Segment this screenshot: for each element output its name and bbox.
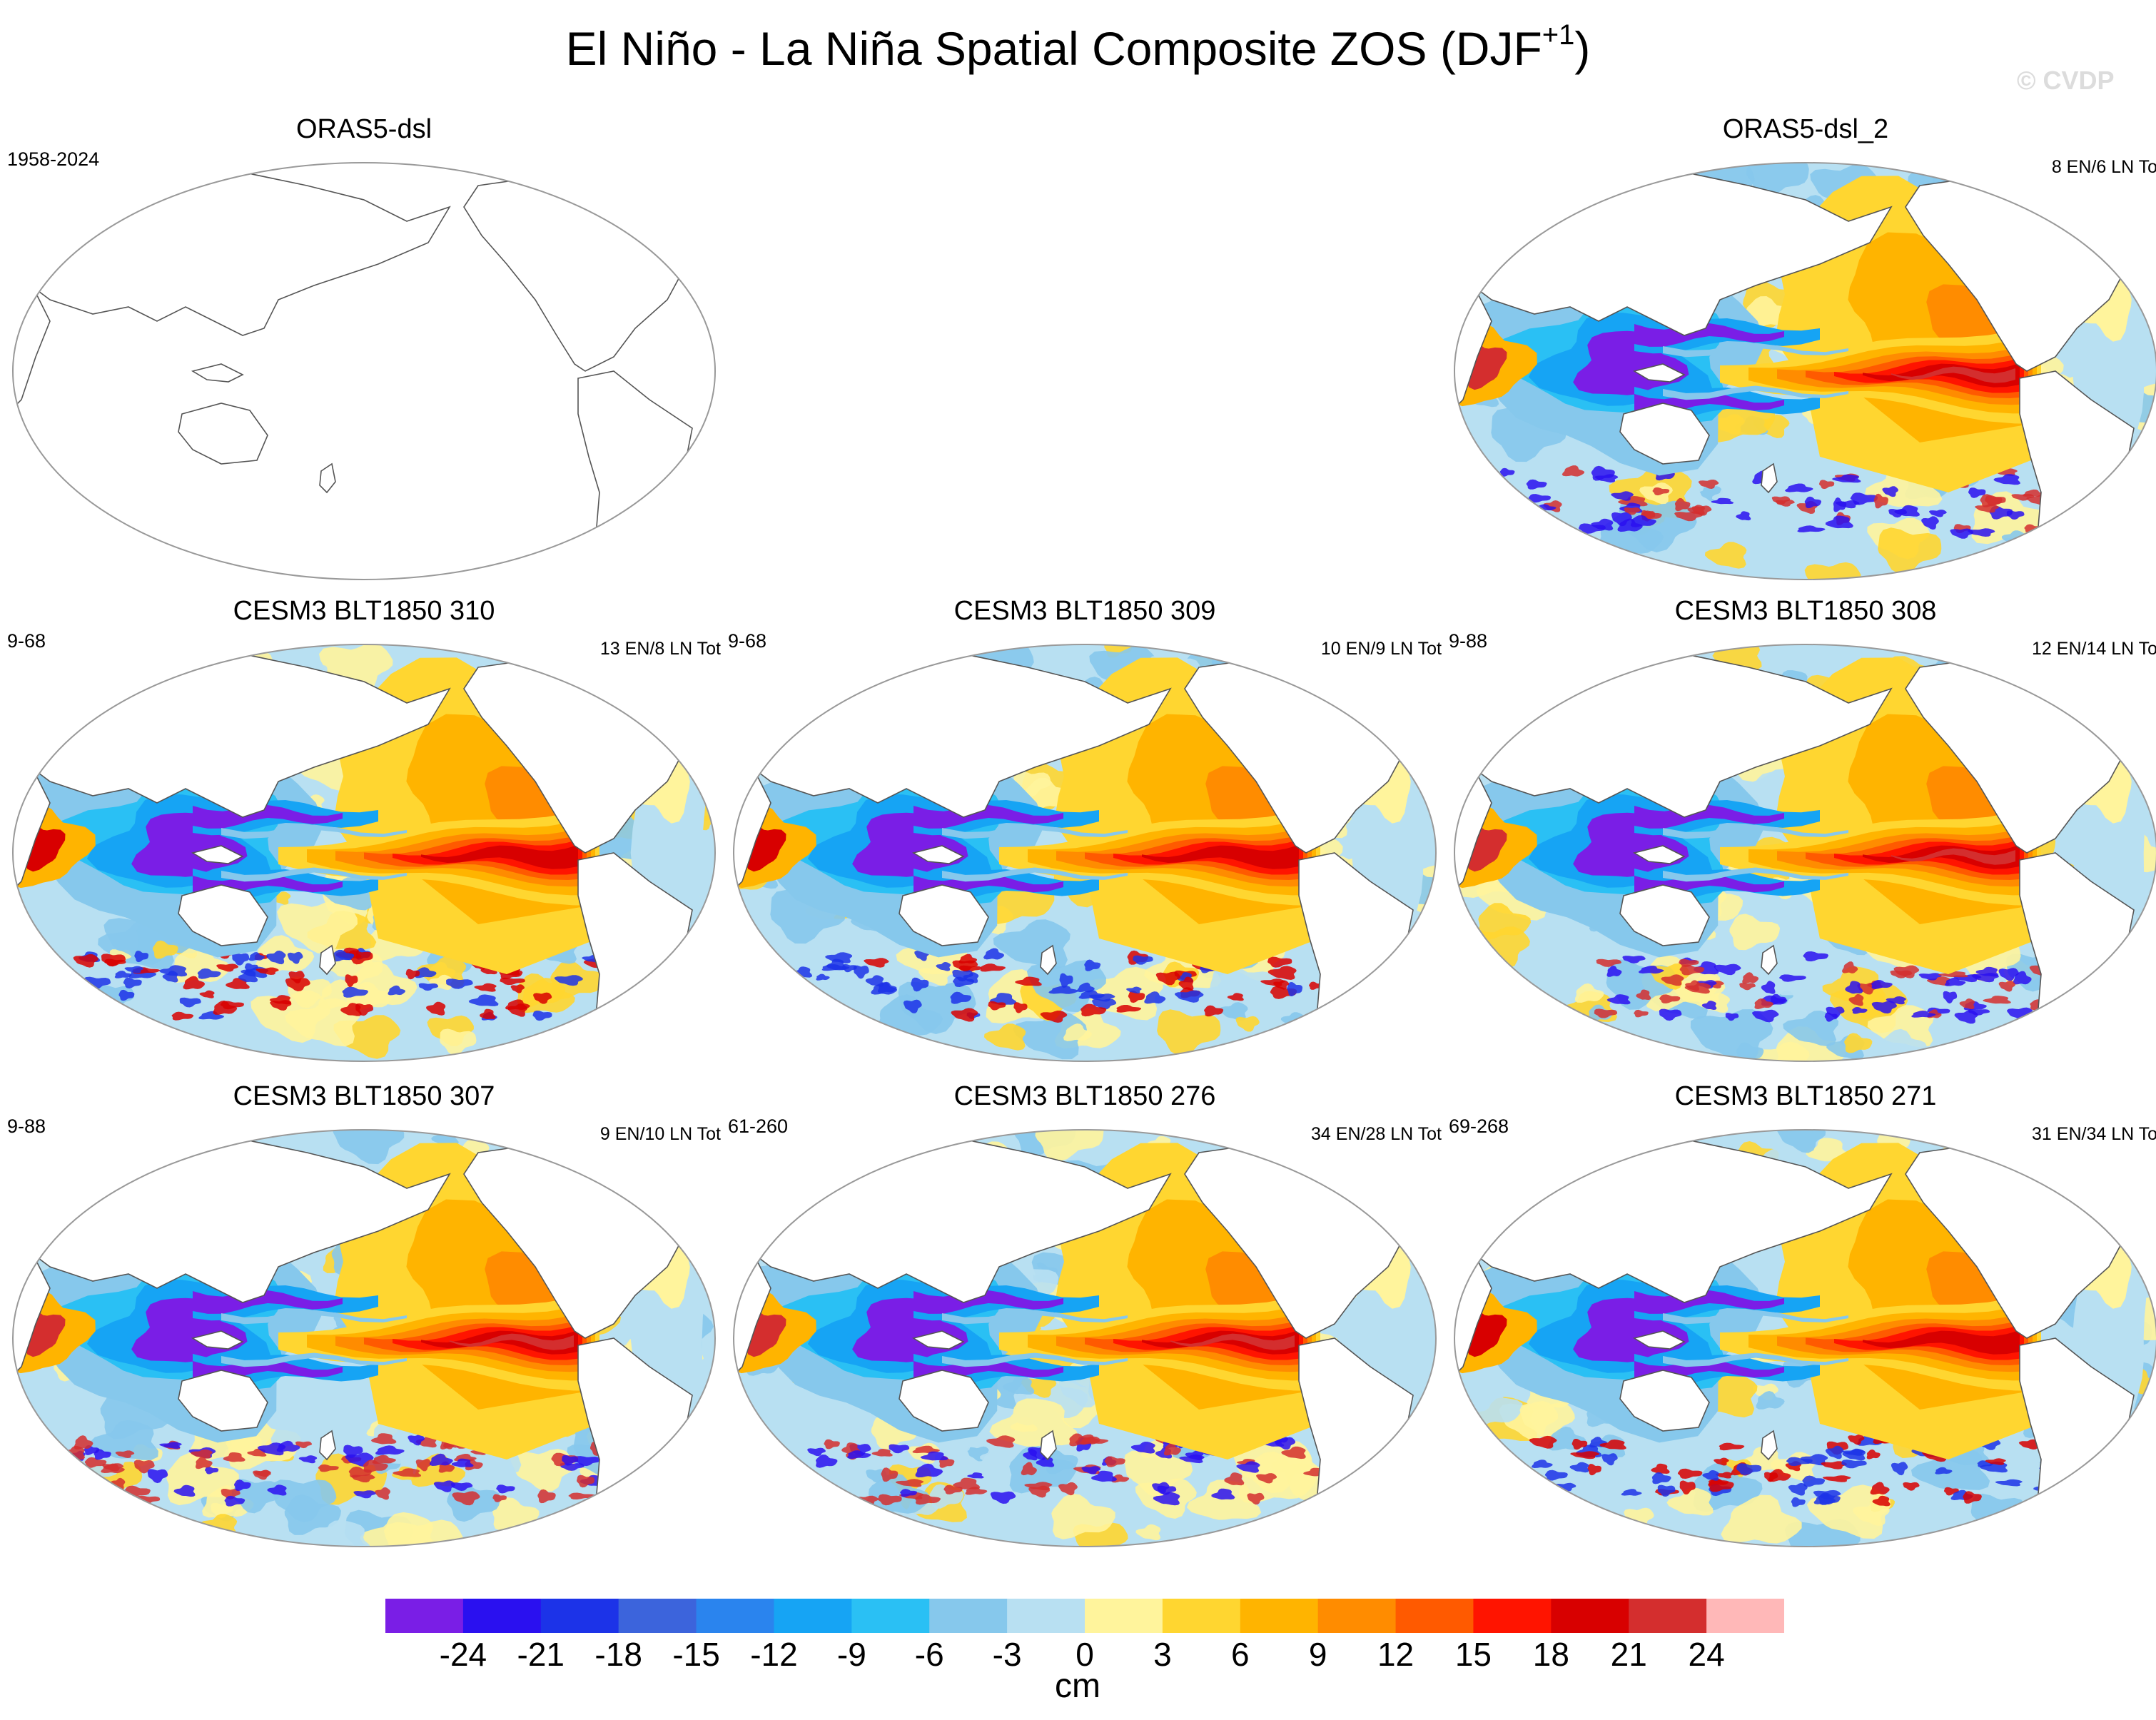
map-panel: CESM3 BLT1850 271 69-268 31 EN/34 LN Tot <box>1449 1081 2156 1547</box>
panel-years: 9-68 <box>728 630 767 652</box>
map-field <box>733 644 1437 1062</box>
map-panel: CESM3 BLT1850 307 9-88 9 EN/10 LN Tot <box>7 1081 721 1547</box>
colorbar-swatch <box>1007 1599 1085 1633</box>
figure-title: El Niño - La Niña Spatial Composite ZOS … <box>565 19 1591 75</box>
colorbar-tick-label: 18 <box>1533 1636 1569 1670</box>
panel-counts: 34 EN/28 LN Tot <box>1311 1124 1442 1144</box>
colorbar-tick-label: -9 <box>837 1636 866 1670</box>
panel-counts: 12 EN/14 LN Tot <box>2032 639 2156 659</box>
colorbar-tick-label: -15 <box>672 1636 719 1670</box>
panel-counts: 13 EN/8 LN Tot <box>599 639 721 659</box>
watermark: © CVDP <box>2017 66 2115 95</box>
map-panel: CESM3 BLT1850 276 61-260 34 EN/28 LN Tot <box>728 1081 1442 1547</box>
colorbar-swatch <box>1085 1599 1163 1633</box>
colorbar-swatch <box>851 1599 930 1633</box>
colorbar-swatch <box>1162 1599 1241 1633</box>
colorbar-swatch <box>1551 1599 1629 1633</box>
colorbar-swatch <box>1395 1599 1474 1633</box>
colorbar-swatch <box>462 1599 542 1633</box>
panel-title: CESM3 BLT1850 308 <box>1674 596 1937 626</box>
colorbar-swatch <box>1629 1599 1707 1633</box>
map-field <box>1454 644 2156 1062</box>
colorbar-tick-label: -24 <box>440 1636 487 1670</box>
colorbar-swatch <box>929 1599 1008 1633</box>
map-panel: CESM3 BLT1850 310 9-68 13 EN/8 LN Tot <box>7 596 721 1062</box>
panel-title: CESM3 BLT1850 310 <box>233 596 495 626</box>
map-panel: CESM3 BLT1850 309 9-68 10 EN/9 LN Tot <box>728 596 1442 1062</box>
colorbar-tick-label: 15 <box>1455 1636 1492 1670</box>
colorbar-tick-label: 21 <box>1611 1636 1647 1670</box>
colorbar-tick-label: 12 <box>1377 1636 1414 1670</box>
map-panel: CESM3 BLT1850 308 9-88 12 EN/14 LN Tot <box>1449 596 2156 1062</box>
panel-counts: 9 EN/10 LN Tot <box>599 1124 721 1144</box>
colorbar-tick-label: -12 <box>750 1636 797 1670</box>
map-panel: ORAS5-dsl 1958-2024 <box>7 114 721 580</box>
colorbar: -24 -21 -18 -15 -12 -9 -6 -3 0 3 6 9 12 15 18 21 24 <box>385 1599 1784 1670</box>
panel-counts: 31 EN/34 LN Tot <box>2032 1124 2156 1144</box>
panel-years: 9-88 <box>1449 630 1488 652</box>
panel-title: CESM3 BLT1850 307 <box>233 1081 495 1111</box>
colorbar-swatch <box>696 1599 774 1633</box>
colorbar-tick-label: -18 <box>594 1636 642 1670</box>
colorbar-swatch <box>1317 1599 1397 1633</box>
map-field <box>1454 1129 2156 1547</box>
panel-years: 1958-2024 <box>7 148 100 170</box>
panel-years: 61-260 <box>728 1116 789 1137</box>
panel-years: 9-88 <box>7 1116 46 1137</box>
colorbar-swatch <box>1240 1599 1319 1633</box>
colorbar-swatch <box>618 1599 697 1633</box>
panel-counts: 8 EN/6 LN Tot <box>2051 157 2156 177</box>
colorbar-tick-label: 24 <box>1689 1636 1725 1670</box>
panel-title: ORAS5-dsl <box>295 114 432 144</box>
colorbar-swatch <box>385 1599 464 1633</box>
map-field <box>1454 162 2156 580</box>
panel-counts: 10 EN/9 LN Tot <box>1320 639 1442 659</box>
panel-title: ORAS5-dsl_2 <box>1722 114 1889 144</box>
colorbar-units: cm <box>1055 1667 1100 1705</box>
colorbar-tick-label: -21 <box>517 1636 565 1670</box>
panel-years: 69-268 <box>1449 1116 1509 1137</box>
panel-years: 9-68 <box>7 630 46 652</box>
panel-title: CESM3 BLT1850 271 <box>1674 1081 1937 1111</box>
colorbar-tick-label: 6 <box>1231 1636 1250 1670</box>
panel-title: CESM3 BLT1850 309 <box>953 596 1216 626</box>
map-field <box>733 1129 1437 1547</box>
colorbar-tick-label: -6 <box>915 1636 944 1670</box>
colorbar-swatch <box>774 1599 852 1633</box>
map-field <box>12 162 716 580</box>
colorbar-tick-label: 0 <box>1076 1636 1094 1670</box>
panel-title: CESM3 BLT1850 276 <box>953 1081 1216 1111</box>
colorbar-tick-label: 9 <box>1309 1636 1327 1670</box>
map-field <box>12 1129 716 1547</box>
map-field <box>12 644 716 1062</box>
colorbar-swatch <box>540 1599 619 1633</box>
colorbar-tick-label: -3 <box>993 1636 1022 1670</box>
colorbar-tick-label: 3 <box>1153 1636 1172 1670</box>
colorbar-swatch <box>1706 1599 1784 1633</box>
map-panel: ORAS5-dsl_2 8 EN/6 LN Tot <box>1449 114 2156 580</box>
colorbar-swatch <box>1473 1599 1552 1633</box>
